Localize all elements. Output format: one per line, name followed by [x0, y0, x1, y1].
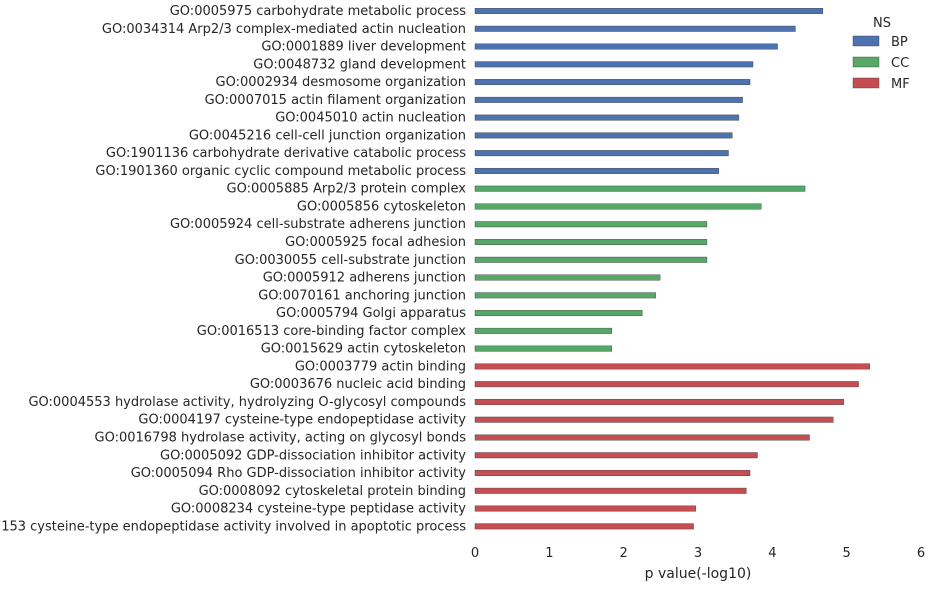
legend-label-cc: CC: [891, 56, 909, 71]
bar-mf-8: [474, 505, 696, 512]
category-label: GO:0005925 focal adhesion: [285, 235, 466, 250]
x-tick-label: 4: [768, 546, 776, 561]
bar-mf-9: [474, 523, 694, 530]
legend-swatch-cc: [852, 56, 880, 68]
bars-layer: [474, 8, 870, 530]
category-label: GO:0008234 cysteine-type peptidase activ…: [171, 502, 466, 517]
bar-mf-0: [474, 363, 870, 370]
bar-bp-7: [474, 132, 733, 139]
bar-cc-6: [474, 292, 656, 299]
category-label: GO:0070161 anchoring junction: [258, 288, 466, 303]
bar-cc-7: [474, 310, 643, 317]
category-label: GO:0016513 core-binding factor complex: [197, 324, 467, 339]
bar-cc-0: [474, 185, 806, 192]
category-label: GO:0005885 Arp2/3 protein complex: [227, 182, 467, 197]
bar-mf-3: [474, 416, 834, 423]
category-label: GO:0005975 carbohydrate metabolic proces…: [170, 4, 466, 19]
category-label: GO:0030055 cell-substrate junction: [235, 253, 466, 268]
bar-cc-8: [474, 327, 612, 334]
x-tick-label: 5: [843, 546, 851, 561]
bar-bp-0: [474, 8, 824, 14]
legend: NS BP CC MF: [852, 16, 910, 92]
category-label: GO:0003779 actin binding: [295, 359, 466, 374]
category-label: GO:0008092 cytoskeletal protein binding: [199, 484, 466, 499]
bar-bp-8: [474, 150, 729, 157]
bar-cc-5: [474, 274, 661, 281]
bar-mf-1: [474, 381, 859, 388]
bar-mf-5: [474, 452, 758, 459]
bar-bp-2: [474, 43, 778, 50]
category-label: GO:0005856 cytoskeleton: [297, 199, 466, 214]
category-label: GO:0097153 cysteine-type endopeptidase a…: [0, 519, 466, 534]
category-label: GO:0002934 desmosome organization: [216, 75, 466, 90]
category-label: GO:0005794 Golgi apparatus: [276, 306, 466, 321]
category-label: GO:0034314 Arp2/3 complex-mediated actin…: [102, 22, 466, 37]
x-tick-label: 6: [917, 546, 925, 561]
category-label: GO:0005094 Rho GDP-dissociation inhibito…: [131, 466, 467, 481]
bar-bp-3: [474, 61, 754, 68]
x-axis-label: p value(-log10): [645, 566, 752, 582]
legend-swatch-bp: [852, 35, 880, 47]
category-label: GO:0045010 actin nucleation: [275, 111, 466, 126]
legend-label-bp: BP: [891, 35, 908, 50]
bar-bp-9: [474, 167, 720, 174]
bar-cc-2: [474, 221, 708, 228]
x-tick-label: 0: [471, 546, 479, 561]
category-label: GO:0003676 nucleic acid binding: [250, 377, 466, 392]
x-tick-label: 3: [694, 546, 702, 561]
category-label: GO:0015629 actin cytoskeleton: [261, 342, 466, 357]
category-label: GO:1901136 carbohydrate derivative catab…: [106, 146, 466, 161]
category-label: GO:0001889 liver development: [261, 40, 466, 55]
bar-mf-2: [474, 398, 844, 405]
category-label: GO:0005092 GDP-dissociation inhibitor ac…: [160, 448, 466, 463]
legend-swatch-mf: [852, 77, 880, 89]
bar-cc-4: [474, 256, 708, 263]
category-label: GO:0045216 cell-cell junction organizati…: [189, 128, 466, 143]
category-label: GO:0007015 actin filament organization: [205, 93, 466, 108]
bar-bp-1: [474, 25, 796, 32]
bar-cc-9: [474, 345, 612, 352]
bar-mf-7: [474, 487, 747, 494]
category-label: GO:0004553 hydrolase activity, hydrolyzi…: [28, 395, 466, 410]
category-label: GO:0048732 gland development: [253, 57, 466, 72]
category-label: GO:0016798 hydrolase activity, acting on…: [95, 430, 467, 445]
category-label: GO:0005912 adherens junction: [263, 271, 466, 286]
bar-mf-4: [474, 434, 810, 441]
legend-label-mf: MF: [891, 77, 910, 92]
category-label: GO:0005924 cell-substrate adherens junct…: [170, 217, 466, 232]
x-tick-label: 1: [545, 546, 553, 561]
category-label: GO:1901360 organic cyclic compound metab…: [95, 164, 466, 179]
category-label: GO:0004197 cysteine-type endopeptidase a…: [138, 413, 466, 428]
bar-cc-3: [474, 239, 708, 245]
category-labels-layer: GO:0005975 carbohydrate metabolic proces…: [0, 4, 466, 534]
bar-bp-6: [474, 114, 740, 121]
bar-mf-6: [474, 470, 751, 476]
x-tick-label: 2: [620, 546, 628, 561]
x-axis: 0 1 2 3 4 5 6: [471, 546, 925, 561]
bar-bp-5: [474, 96, 743, 103]
legend-title: NS: [873, 16, 891, 31]
bar-cc-1: [474, 203, 762, 210]
bar-bp-4: [474, 79, 751, 86]
